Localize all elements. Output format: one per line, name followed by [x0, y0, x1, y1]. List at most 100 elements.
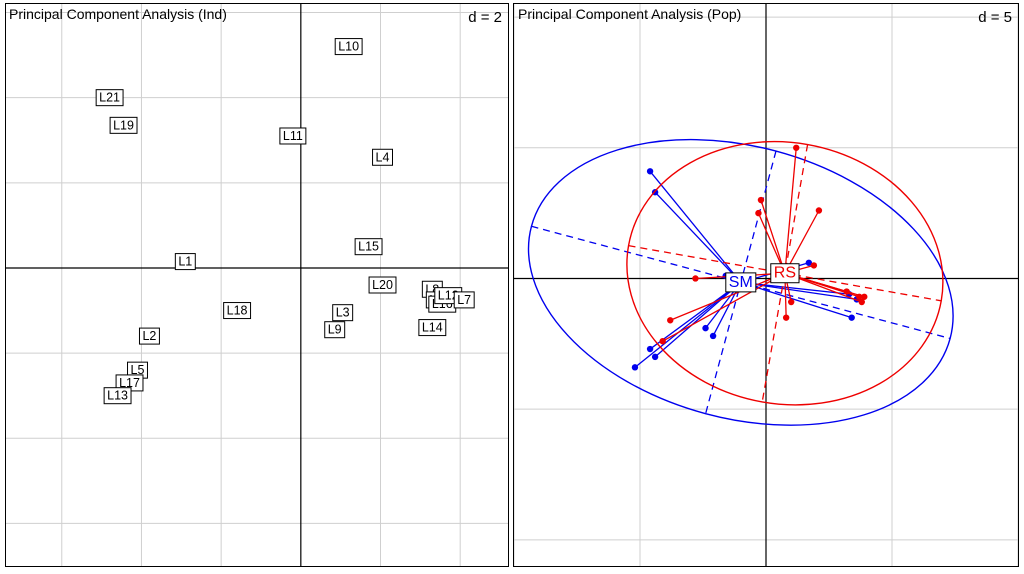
ind-point-label-l4-box	[372, 148, 393, 166]
pop-point-sm	[805, 259, 813, 266]
ind-point-label-l1-text: L1	[178, 255, 192, 269]
ind-point-label-l21-box	[95, 89, 124, 107]
pop-group-label-rs-text: RS	[774, 265, 796, 282]
ind-point-label-l21-text: L21	[99, 91, 120, 105]
ind-point-label-l18-text: L18	[227, 304, 248, 318]
ind-grid	[6, 4, 508, 566]
pop-spoke-rs	[784, 210, 820, 274]
ind-point-label-l15-text: L15	[358, 240, 379, 254]
ind-point-label-l17-text: L17	[119, 376, 140, 390]
ind-point-label-l18-box	[223, 302, 252, 320]
pop-point-sm	[709, 332, 717, 340]
pop-point-rs	[659, 338, 666, 345]
ind-point-label-l10-box	[334, 38, 363, 56]
pop-panel-border	[513, 3, 1019, 567]
pop-point-rs	[810, 262, 818, 269]
ind-point-label-l20: L20	[368, 276, 397, 294]
pop-group-label-rs: RS	[770, 263, 800, 284]
pop-spoke-sm	[740, 281, 857, 301]
pop-spoke-sm	[634, 281, 742, 368]
pop-group-label-sm-box	[725, 272, 757, 293]
pop-spoke-sm	[654, 281, 742, 358]
ind-point-label-l4-text: L4	[376, 150, 390, 164]
ind-point-label-l2: L2	[138, 327, 160, 345]
pop-spoke-sm	[740, 281, 852, 319]
ind-point-label-l15: L15	[354, 238, 383, 256]
pop-point-rs	[815, 207, 823, 214]
pop-spoke-rs	[662, 272, 786, 342]
ind-scale-label: d = 2	[468, 9, 502, 26]
pop-series-layer: SM RS	[527, 138, 954, 426]
ind-point-label-l9: L9	[324, 321, 346, 339]
ind-point-label-l3-text: L3	[336, 306, 350, 320]
ind-point-label-l19-text: L19	[113, 118, 134, 132]
ind-point-label-l19-box	[109, 116, 138, 134]
pop-group-label-sm-text: SM	[729, 274, 753, 291]
ind-point-label-l20-box	[368, 276, 397, 294]
ind-point-label-l7-text: L7	[457, 293, 471, 307]
ind-point-label-l2-text: L2	[142, 329, 156, 343]
pop-spoke-rs	[669, 272, 786, 321]
pop-point-rs	[782, 314, 790, 321]
ind-point-label-l10: L10	[334, 38, 363, 56]
ind-point-label-l17: L17	[115, 374, 144, 392]
pop-spoke-sm	[654, 191, 742, 283]
ind-point-label-l14-box	[418, 319, 447, 337]
ind-panel: L10L21L19L11L4L1L15L20L8L6L16L12L7L18L3L…	[5, 3, 509, 567]
ind-point-label-l14: L14	[418, 319, 447, 337]
ind-point-label-l13-box	[103, 387, 132, 405]
pop-point-sm	[848, 314, 855, 321]
ind-point-label-l4: L4	[372, 148, 393, 166]
ind-point-label-l13-text: L13	[107, 389, 128, 403]
ind-point-label-l18: L18	[223, 302, 252, 320]
ind-point-label-l10-text: L10	[338, 40, 359, 54]
pop-point-rs	[793, 144, 800, 151]
pop-point-sm	[646, 168, 654, 175]
ind-point-label-l9-box	[324, 321, 346, 339]
ind-panel-border	[5, 3, 509, 567]
pop-point-sm	[646, 345, 654, 353]
ind-point-label-l21: L21	[95, 89, 124, 107]
pop-point-sm	[631, 364, 639, 371]
pop-point-rs	[667, 317, 674, 324]
ind-panel-title: Principal Component Analysis (Ind)	[9, 6, 227, 22]
pop-scale-label: d = 5	[978, 9, 1012, 26]
ind-zero-axes	[6, 4, 508, 566]
ind-point-label-l7-box	[453, 291, 475, 309]
ind-point-label-l3: L3	[332, 304, 354, 322]
ind-point-label-l20-text: L20	[372, 278, 393, 292]
ind-point-label-l9-text: L9	[328, 323, 342, 337]
pop-point-rs	[755, 209, 762, 217]
ind-point-label-l5: L5	[127, 361, 148, 379]
pop-spoke-sm	[649, 281, 742, 350]
ind-individual-labels: L10L21L19L11L4L1L15L20L8L6L16L12L7L18L3L…	[95, 38, 475, 405]
ind-point-label-l1: L1	[174, 253, 196, 271]
ind-point-label-l14-text: L14	[422, 321, 443, 335]
pop-spoke-sm	[649, 170, 742, 283]
pop-minor-axis-rs	[761, 144, 809, 403]
ind-point-label-l19: L19	[109, 116, 138, 134]
ind-point-label-l11-box	[279, 127, 307, 145]
ind-point-label-l5-text: L5	[131, 363, 145, 377]
ind-point-label-l7: L7	[453, 291, 475, 309]
pop-point-sm	[651, 353, 659, 361]
ind-point-label-l15-box	[354, 238, 383, 256]
pop-point-sm	[702, 324, 709, 332]
ind-point-label-l12-text: L12	[438, 289, 459, 303]
pop-point-rs	[858, 298, 865, 306]
pop-point-rs	[757, 196, 765, 204]
ind-point-label-l13: L13	[103, 387, 132, 405]
pop-group-label-sm: SM	[725, 272, 757, 293]
ind-point-label-l2-box	[138, 327, 160, 345]
pop-point-rs	[788, 298, 795, 306]
ind-point-label-l11-text: L11	[283, 129, 303, 143]
ind-point-label-l1-box	[174, 253, 196, 271]
pop-point-rs	[692, 275, 699, 282]
ind-point-label-l11: L11	[279, 127, 307, 145]
ind-point-label-l3-box	[332, 304, 354, 322]
pop-spoke-rs	[784, 147, 797, 274]
pop-panel-title: Principal Component Analysis (Pop)	[518, 6, 741, 22]
pop-spoke-rs	[757, 212, 786, 274]
